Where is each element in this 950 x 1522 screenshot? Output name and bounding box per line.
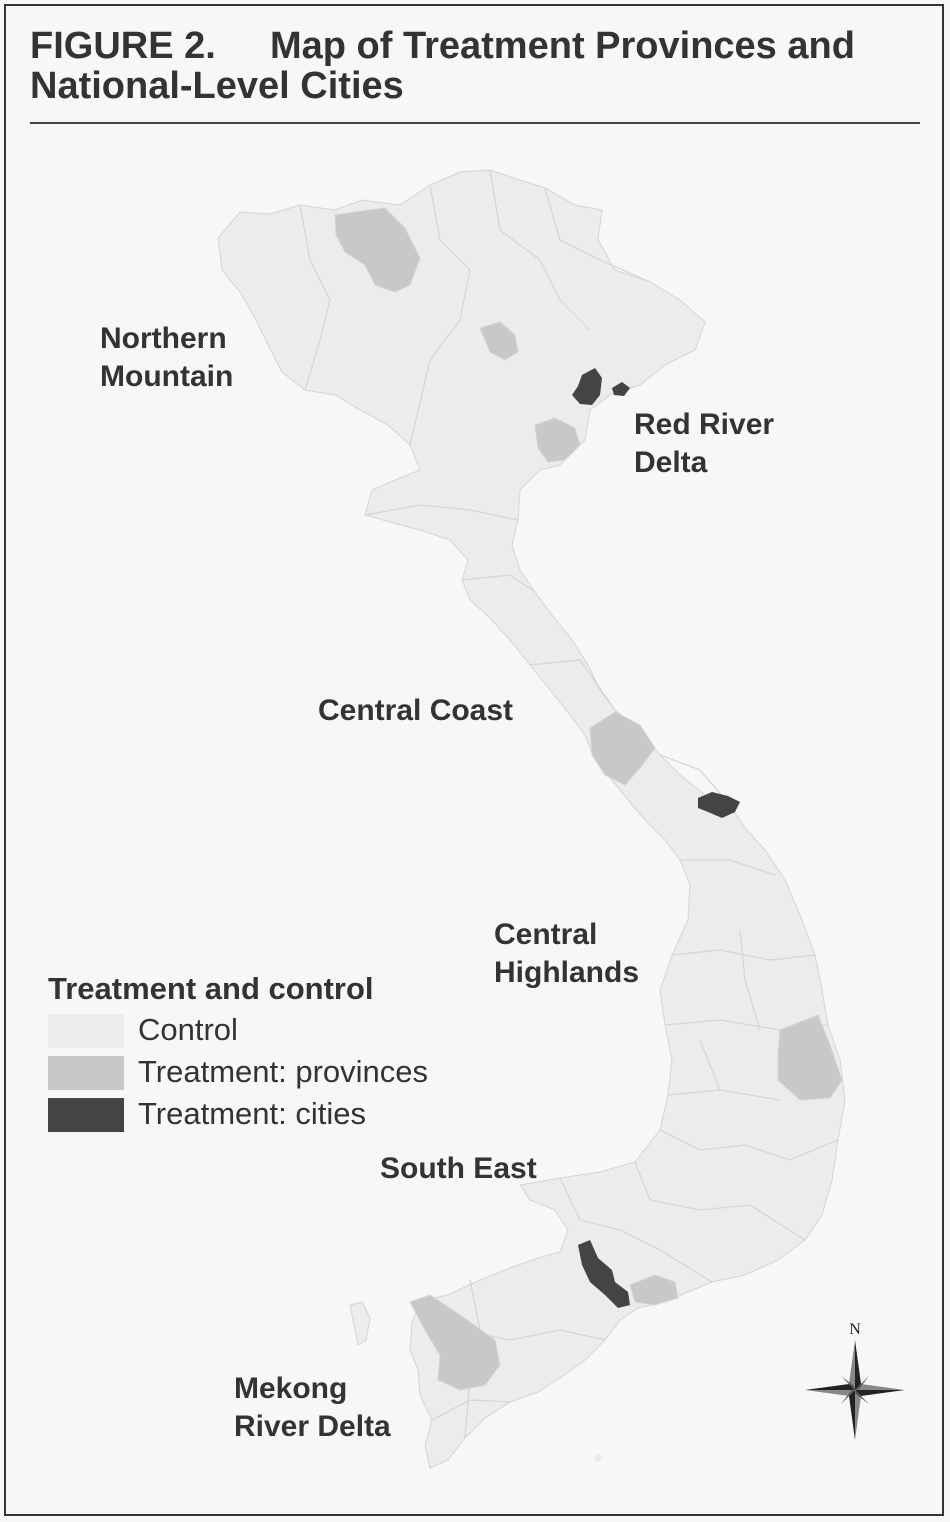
island xyxy=(349,1301,371,1346)
region-label-central-highlands: Central Highlands xyxy=(494,918,640,989)
figure-title: FIGURE 2. Map of Treatment Provinces and … xyxy=(30,26,910,106)
legend-swatch-treatment-provinces xyxy=(48,1056,124,1090)
island-dot xyxy=(594,1454,602,1462)
legend-swatch-treatment-cities xyxy=(48,1098,124,1132)
treatment-cities xyxy=(572,368,740,1308)
region-label-northern-mountain: Northern Mountain xyxy=(100,322,234,393)
figure-frame xyxy=(4,4,944,1516)
treatment-province-phu-tho xyxy=(479,321,519,361)
legend-label-treatment-provinces: Treatment: provinces xyxy=(138,1054,429,1089)
treatment-city-hanoi xyxy=(572,368,602,405)
figure-number: FIGURE 2. xyxy=(30,25,216,67)
title-rule xyxy=(30,122,920,124)
legend-label-treatment-cities: Treatment: cities xyxy=(138,1096,366,1131)
treatment-province-quang-tri xyxy=(589,711,656,786)
treatment-province-kien-giang xyxy=(409,1294,501,1391)
region-label-south-east: South East xyxy=(380,1152,537,1185)
legend-label-control: Control xyxy=(138,1012,238,1047)
region-label-mekong-river-delta: Mekong River Delta xyxy=(234,1372,391,1443)
compass-north-label: N xyxy=(849,1321,861,1338)
figure-title-line1: Map of Treatment Provinces and xyxy=(270,25,855,67)
treatment-province-ba-ria-vung-tau xyxy=(629,1274,679,1306)
treatment-city-haiphong xyxy=(612,382,630,396)
treatment-province-ha-nam xyxy=(534,417,581,463)
treatment-city-da-nang xyxy=(698,792,740,818)
region-label-central-coast: Central Coast xyxy=(318,694,514,727)
legend-item-treatment-cities: Treatment: cities xyxy=(48,1094,374,1134)
figure-title-line2: National-Level Cities xyxy=(30,65,404,107)
treatment-province-phu-yen xyxy=(777,1014,843,1101)
treatment-province-lai-chau xyxy=(334,207,421,293)
legend-heading: Treatment and control xyxy=(48,971,374,1006)
treatment-city-ho-chi-minh xyxy=(578,1240,630,1308)
legend-swatch-control xyxy=(48,1014,124,1048)
province-borders xyxy=(299,169,839,1439)
treatment-provinces xyxy=(334,207,843,1391)
legend-item-treatment-provinces: Treatment: provinces xyxy=(48,1052,428,1092)
legend-item-control: Control xyxy=(48,1010,374,1050)
region-label-red-river-delta: Red River Delta xyxy=(634,408,775,479)
map-legend: Treatment and control Control Treatment:… xyxy=(48,970,428,1134)
compass-rose-icon: N xyxy=(805,1321,905,1440)
